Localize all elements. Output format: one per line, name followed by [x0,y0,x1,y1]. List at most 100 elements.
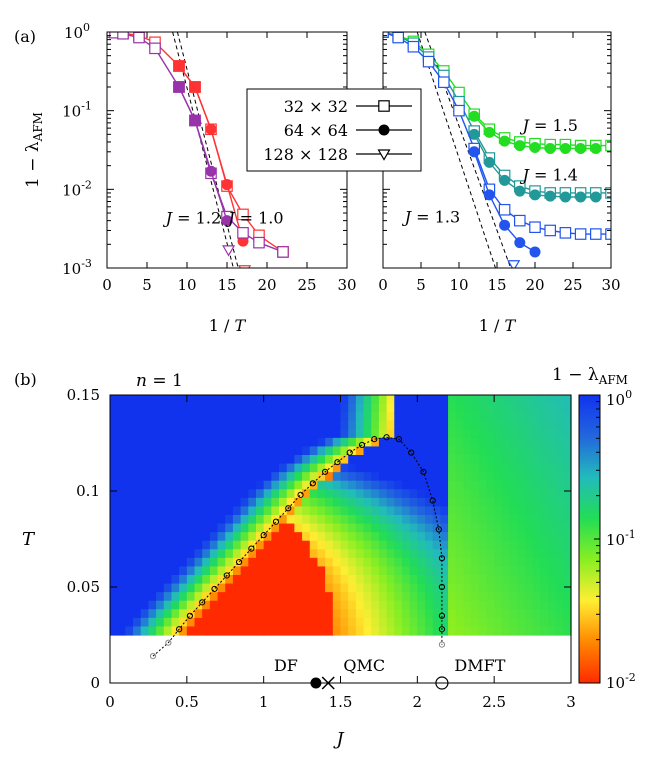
heatmap-cell [194,506,203,516]
heatmap-cell [232,395,242,405]
heatmap-cell [248,412,257,422]
heatmap-cell [317,455,326,465]
y-tick-label: 0 [90,674,100,692]
heatmap-cell [448,566,457,576]
heatmap-cell [179,583,188,593]
heatmap-cell [186,600,196,610]
heatmap-cell [171,506,180,516]
heatmap-cell [455,557,465,568]
heatmap-cell [133,395,142,405]
heatmap-cell [110,583,119,593]
heatmap-cell [117,626,126,636]
heatmap-cell [209,600,219,610]
heatmap-cell [540,549,549,559]
heatmap-cell [317,437,326,448]
heatmap-cell [263,617,272,628]
heatmap-cell [463,523,472,533]
heatmap-cell [547,532,557,542]
heatmap-cell [394,609,403,619]
heatmap-cell [478,446,488,456]
heatmap-cell [363,575,372,585]
heatmap-cell [440,626,449,636]
heatmap-cell [225,395,234,405]
heatmap-cell [378,566,388,576]
heatmap-cell [202,395,211,405]
heatmap-cell [171,497,180,508]
heatmap-cell [455,600,465,610]
x-tick-label: 1.5 [329,693,353,711]
heatmap-cell [432,609,441,619]
heatmap-cell [463,437,472,448]
heatmap-cell [163,523,173,533]
heatmap-cell [547,437,557,448]
heatmap-cell [509,566,518,576]
heatmap-cell [232,489,242,499]
heatmap-cell [133,609,142,619]
data-point [205,165,217,177]
heatmap-cell [532,489,541,499]
heatmap-cell [202,403,211,413]
heatmap-cell [394,540,403,550]
data-point [468,110,480,122]
heatmap-cell [133,575,142,585]
heatmap-cell [555,549,564,559]
heatmap-cell [133,472,142,482]
heatmap-cell [156,455,165,465]
heatmap-cell [156,549,165,559]
heatmap-cell [194,515,203,525]
heatmap-cell [517,592,526,602]
heatmap-cell [363,480,372,490]
heatmap-cell [279,420,288,430]
heatmap-cell [279,626,288,636]
heatmap-cell [110,455,119,465]
heatmap-cell [463,489,472,499]
heatmap-cell [325,617,334,628]
heatmap-cell [386,583,395,593]
heatmap-cell [494,557,503,568]
heatmap-cell [432,626,441,636]
heatmap-cell [417,480,426,490]
heatmap-cell [286,412,295,422]
heatmap-cell [248,472,257,482]
legend-marker [378,124,390,136]
heatmap-cell [440,600,449,610]
heatmap-cell [371,420,380,430]
heatmap-cell [209,575,219,585]
panel-a-right-annotations: J = 1.5J = 1.4J = 1.3 [402,116,578,226]
heatmap-cell [432,515,441,525]
heatmap-cell [248,609,257,619]
heatmap-cell [179,455,188,465]
heatmap-cell [186,515,196,525]
heatmap-cell [240,472,249,482]
heatmap-cell [186,506,196,516]
x-tick-label: 30 [601,276,620,294]
heatmap-cell [232,480,242,490]
heatmap-cell [509,395,518,405]
heatmap-cell [432,420,441,430]
data-point [392,32,404,44]
heatmap-cell [110,600,119,610]
heatmap-cell [225,463,234,473]
heatmap-cell [371,583,380,593]
heatmap-cell [240,395,249,405]
heatmap-cell [294,497,303,508]
heatmap-cell [279,592,288,602]
heatmap-cell [532,395,541,405]
heatmap-cell [501,626,511,636]
x-tick-label: 3 [566,693,576,711]
heatmap-cell [202,515,211,525]
heatmap-cell [340,455,349,465]
heatmap-cell [225,557,234,568]
heatmap-cell [225,575,234,585]
heatmap-cell [325,446,334,456]
heatmap-cell [117,455,126,465]
heatmap-cell [371,609,380,619]
heatmap-cell [302,463,311,473]
heatmap-cell [524,395,534,405]
heatmap-cell [125,515,134,525]
heatmap-cell [378,403,388,413]
heatmap-cell [140,437,150,448]
heatmap-cell [378,617,388,628]
heatmap-cell [263,626,272,636]
